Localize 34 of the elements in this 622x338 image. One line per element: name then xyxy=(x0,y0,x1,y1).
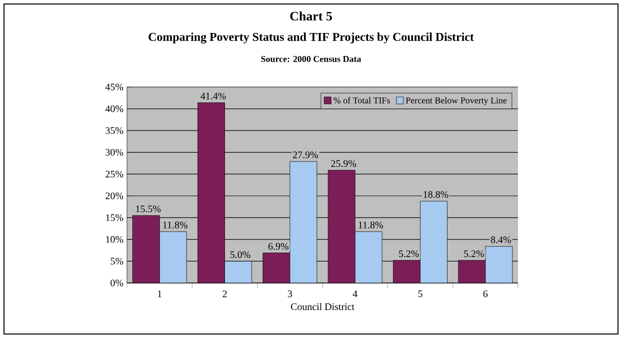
x-tick-label: 4 xyxy=(352,290,358,298)
data-label: 11.8% xyxy=(358,222,383,228)
x-tick-label: 1 xyxy=(158,290,162,298)
y-tick-label: 20% xyxy=(106,192,124,200)
x-tick-label: 3 xyxy=(288,290,292,298)
source-note: Source: 2000 Census Data xyxy=(261,56,362,62)
data-label: 11.8% xyxy=(163,222,188,228)
data-label: 5.2% xyxy=(398,250,419,258)
x-tick-label: 2 xyxy=(222,290,227,298)
data-label: 8.4% xyxy=(490,236,511,244)
data-label: 5.0% xyxy=(230,251,250,258)
y-tick-label: 25% xyxy=(106,170,124,178)
x-tick-label: 5 xyxy=(418,290,422,298)
legend-label: % of Total TIFs xyxy=(334,97,390,104)
y-tick-label: 15% xyxy=(106,214,124,222)
data-label: 15.5% xyxy=(136,206,161,212)
y-tick-label: 30% xyxy=(106,148,124,156)
chart-title: Chart 5 xyxy=(290,11,332,21)
data-label: 41.4% xyxy=(200,92,226,100)
y-tick-label: 5% xyxy=(110,258,124,265)
y-tick-label: 35% xyxy=(106,127,124,134)
chart-subtitle: Comparing Poverty Status and TIF Projects by Council District xyxy=(148,32,474,44)
data-label: 6.9% xyxy=(268,242,288,250)
y-tick-label: 10% xyxy=(106,236,124,243)
y-tick-label: 0% xyxy=(110,280,124,286)
x-tick-label: 6 xyxy=(483,290,488,298)
x-axis-title: Council District xyxy=(290,303,354,310)
data-label: 5.2% xyxy=(464,250,484,258)
y-tick-label: 40% xyxy=(105,105,124,112)
data-label: 25.9% xyxy=(331,160,356,167)
legend-label: Percent Below Poverty Line xyxy=(406,97,507,106)
data-label: 27.9% xyxy=(292,152,318,158)
y-tick-label: 45% xyxy=(105,84,124,90)
data-label: 18.8% xyxy=(424,191,448,198)
